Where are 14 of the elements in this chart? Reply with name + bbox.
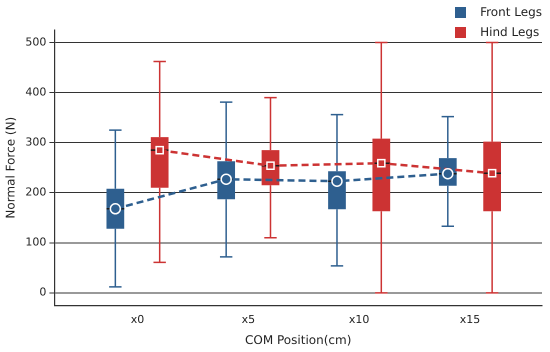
y-axis-title: Normal Force (N) (3, 116, 18, 219)
y-tick-label: 0 (39, 286, 46, 299)
legend-label: Front Legs (480, 5, 542, 19)
x-axis-title: COM Position(cm) (245, 332, 352, 347)
x-tick-label: x5 (242, 312, 256, 326)
y-tick-label: 400 (25, 85, 46, 98)
legend-label: Hind Legs (480, 25, 540, 39)
x-tick-label: x15 (460, 312, 480, 326)
y-tick-label: 100 (25, 236, 46, 249)
y-tick-label: 500 (25, 35, 46, 48)
y-tick-label: 300 (25, 136, 46, 149)
x-tick-label: x10 (348, 312, 370, 326)
x-tick-label: x0 (130, 312, 144, 326)
y-tick-label: 200 (25, 186, 46, 199)
